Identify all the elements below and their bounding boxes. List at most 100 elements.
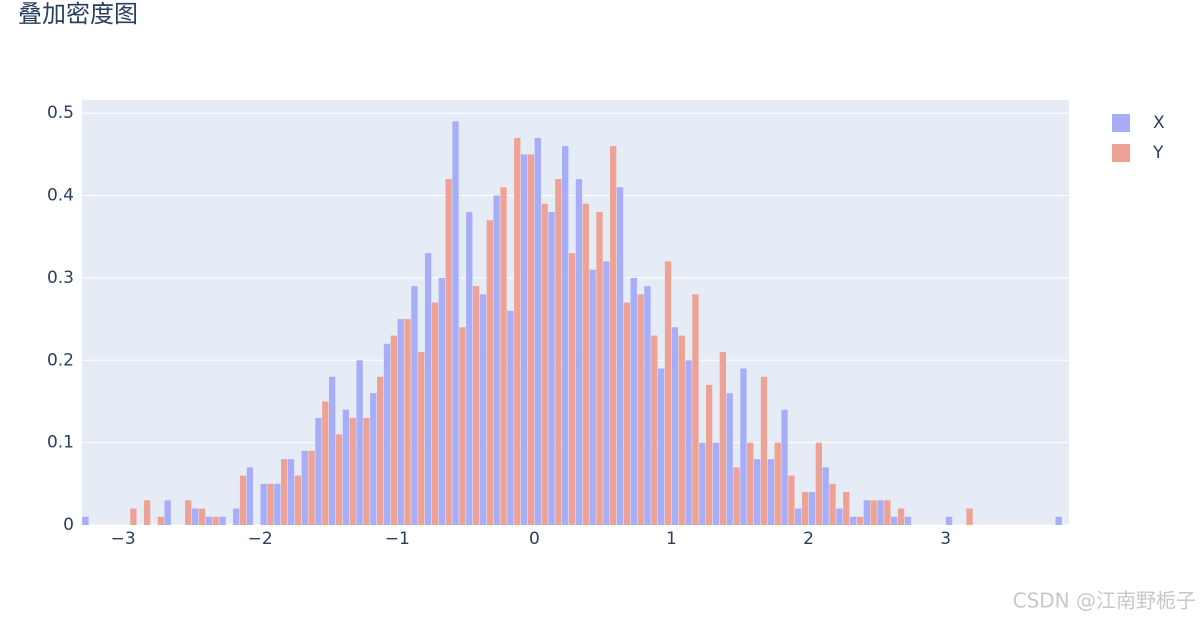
y-tick-label: 0.3 [47,268,74,288]
bar [678,335,685,525]
bar [945,516,953,525]
x-tick-label: −2 [248,529,273,549]
x-tick-label: 0 [529,529,540,549]
bar [493,195,500,525]
bar [308,450,315,525]
bar [459,327,466,525]
bar [692,294,699,525]
bar [843,492,850,525]
bar [767,459,774,525]
bar [610,146,617,525]
bar [733,467,740,525]
legend-label: X [1153,113,1165,133]
bar [788,475,795,525]
y-tick-label: 0.5 [47,103,74,123]
bar [719,352,727,525]
bar [904,516,912,525]
y-tick-label: 0.4 [47,186,74,206]
bar [863,500,870,525]
plot-area [82,100,1069,525]
bar [157,516,164,525]
bar [377,376,384,525]
bar [239,475,247,525]
bar [445,179,452,525]
bar [658,368,665,525]
bar [335,434,343,525]
bar [877,500,884,525]
bar [383,343,391,525]
bar [568,253,576,525]
legend-swatch [1112,144,1130,162]
bar [712,442,720,525]
bar [644,286,651,525]
bar [603,261,610,525]
bar [274,483,281,525]
legend-swatch [1112,114,1130,132]
x-tick-label: 3 [940,529,951,549]
x-tick-label: −1 [385,529,410,549]
bar [822,467,829,525]
bar [411,286,418,525]
bar [424,253,432,525]
bar [616,187,624,525]
bar [849,516,857,525]
bar [740,368,747,525]
bar [753,459,761,525]
bar [897,508,905,525]
bar [801,492,809,525]
bar [637,294,644,525]
bar [966,508,973,525]
bar [356,360,363,525]
bar [623,302,631,525]
bar [329,376,336,525]
bar [212,516,219,525]
bar [287,459,295,525]
bar [397,319,404,525]
chart-title: 叠加密度图 [18,0,138,28]
bar [315,417,322,525]
bar [219,516,226,525]
bar [651,335,658,525]
bar [781,409,788,525]
bar [404,319,411,525]
bar [418,352,425,525]
bar [582,203,589,526]
bar [815,442,822,525]
bar [431,302,439,525]
bar [1055,516,1062,525]
bar [390,335,398,525]
bar [808,492,816,525]
x-tick-label: 2 [803,529,814,549]
bar [685,360,692,525]
bar [699,442,706,525]
bar [500,187,507,525]
bar [246,467,254,525]
bar [527,154,535,525]
bar [534,137,541,525]
bar [130,508,137,525]
bar [479,294,487,525]
bar [349,417,356,525]
bar [596,212,603,525]
bar [870,500,877,525]
bar [856,516,864,525]
bar [486,220,493,525]
bar [294,475,302,525]
bar [301,450,308,525]
y-tick-label: 0.1 [47,433,74,453]
bar [555,179,562,525]
bar [760,376,768,525]
bar [747,442,754,525]
bar [363,417,370,525]
y-tick-label: 0 [63,515,74,535]
bar [507,310,514,525]
bar [342,409,350,525]
bar [671,327,679,525]
bar [191,508,199,525]
bar [884,500,891,525]
bar [205,516,212,525]
bar [726,393,733,525]
bar [472,286,480,525]
x-tick-label: 1 [666,529,677,549]
